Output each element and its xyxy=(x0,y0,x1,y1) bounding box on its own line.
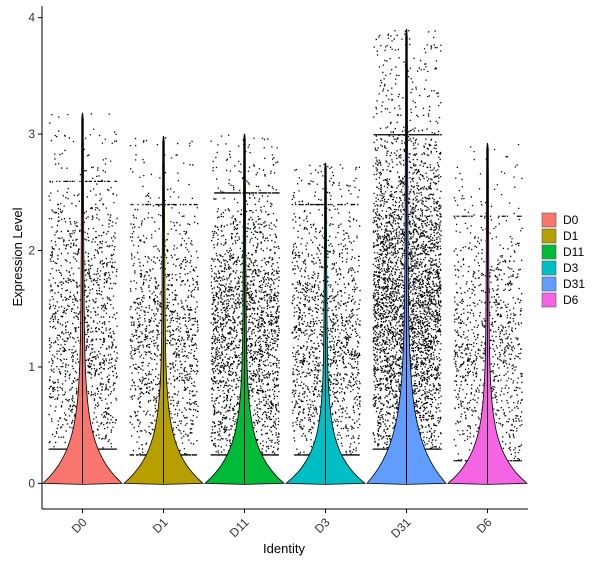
legend-label-D11: D11 xyxy=(563,245,584,259)
group-points-D0 xyxy=(48,113,118,450)
y-tick-label: 2 xyxy=(28,244,35,258)
legend-key-D1 xyxy=(541,228,557,244)
x-tick-label: D11 xyxy=(227,515,252,540)
y-ticks: 0 1 2 3 4 xyxy=(28,11,42,490)
x-axis-title: Identity xyxy=(263,541,305,556)
legend-label-D0: D0 xyxy=(563,213,579,227)
axes xyxy=(41,6,528,510)
group-points-D11 xyxy=(210,134,280,456)
x-tick-label: D31 xyxy=(388,515,414,541)
legend-key-D31 xyxy=(541,276,557,292)
y-axis-title: Expression Level xyxy=(10,207,25,306)
group-points-D31 xyxy=(372,30,442,450)
legend-key-D11 xyxy=(541,244,557,260)
jitter-points xyxy=(48,30,523,462)
y-tick-label: 1 xyxy=(28,360,35,374)
group-points-D1 xyxy=(129,137,199,456)
x-tick-label: D3 xyxy=(312,515,333,536)
legend-label-D1: D1 xyxy=(563,229,579,243)
legend-key-D3 xyxy=(541,260,557,276)
x-tick-label: D1 xyxy=(150,515,171,536)
legend: D0 D1 D11 D3 D31 D6 xyxy=(541,212,585,308)
x-tick-label: D0 xyxy=(69,515,90,536)
y-tick-label: 4 xyxy=(28,11,35,25)
x-ticks: D0 D1 D11 D3 D31 D6 xyxy=(69,509,495,541)
y-tick-label: 3 xyxy=(28,127,35,141)
legend-label-D31: D31 xyxy=(563,277,585,291)
legend-key-D6 xyxy=(541,292,557,308)
violins xyxy=(42,28,528,485)
y-tick-label: 0 xyxy=(28,476,35,490)
legend-key-D0 xyxy=(541,212,557,228)
legend-label-D6: D6 xyxy=(563,293,579,307)
legend-label-D3: D3 xyxy=(563,261,579,275)
x-tick-label: D6 xyxy=(474,515,495,536)
